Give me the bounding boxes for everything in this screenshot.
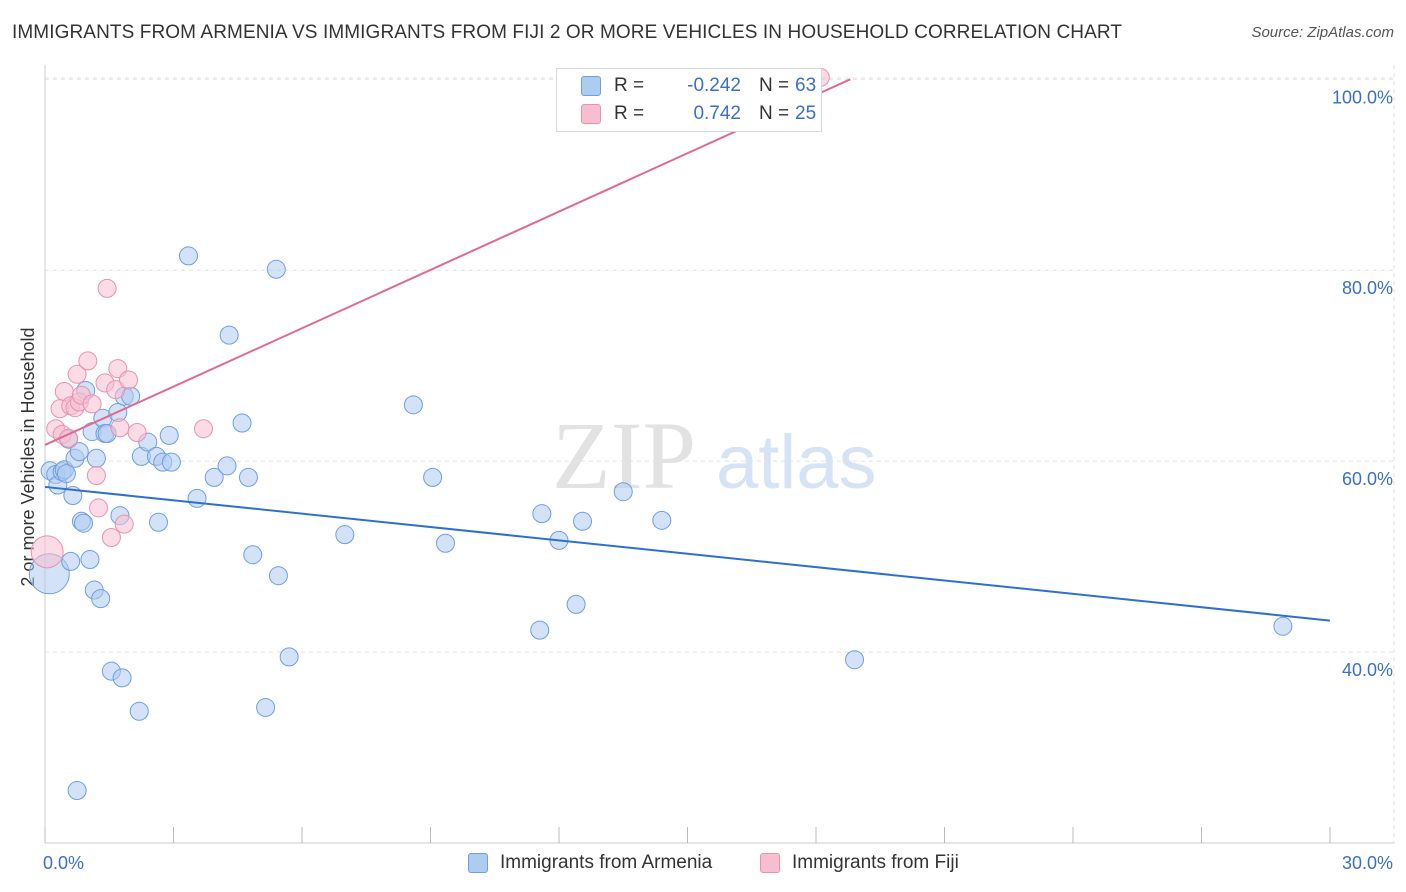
fiji-r-label: R = (614, 103, 645, 124)
armenia-r-label: R = (614, 75, 645, 96)
armenia-point-60 (652, 510, 672, 530)
armenia-point-19 (86, 448, 106, 468)
armenia-point-20 (91, 589, 111, 609)
fiji-point-13 (86, 465, 106, 485)
bottom-fiji-label: Immigrants from Fiji (792, 852, 959, 873)
bottom-armenia-swatch (468, 853, 488, 873)
armenia-point-39 (187, 488, 207, 508)
fiji-r-value: 0.742 (693, 103, 741, 124)
fiji-point-11 (78, 351, 98, 371)
armenia-point-58 (573, 511, 593, 531)
chart-title: IMMIGRANTS FROM ARMENIA VS IMMIGRANTS FR… (12, 22, 1123, 43)
armenia-point-6 (56, 464, 76, 484)
armenia-point-50 (335, 525, 355, 545)
armenia-point-28 (112, 668, 132, 688)
fiji-n-value: 25 (795, 103, 817, 124)
armenia-point-40 (204, 467, 224, 487)
armenia-point-48 (268, 566, 288, 586)
armenia-point-55 (532, 504, 552, 524)
armenia-point-16 (80, 549, 100, 569)
fiji-point-14 (89, 498, 109, 518)
armenia-point-53 (435, 533, 455, 553)
armenia-point-47 (266, 259, 286, 279)
armenia-point-44 (238, 467, 258, 487)
y-tick-label-40: 40.0% (1342, 660, 1393, 680)
armenia-n-value: 63 (795, 75, 817, 96)
fiji-point-18 (106, 380, 126, 400)
armenia-point-41 (217, 456, 237, 476)
y-tick-label-80: 80.0% (1342, 278, 1393, 298)
fiji-point-16 (97, 278, 117, 298)
fiji-n-label: N = (759, 103, 790, 124)
series-armenia-points (28, 246, 1293, 800)
armenia-point-30 (129, 701, 149, 721)
armenia-point-43 (232, 413, 252, 433)
armenia-point-52 (423, 467, 443, 487)
y-tick-label-100: 100.0% (1332, 87, 1393, 107)
armenia-trend-line (44, 485, 1331, 622)
armenia-r-value: -0.242 (687, 75, 741, 96)
source-credit: Source: ZipAtlas.com (1251, 24, 1394, 41)
armenia-point-46 (256, 697, 276, 717)
armenia-point-57 (566, 594, 586, 614)
fiji-point-23 (127, 423, 147, 443)
bottom-fiji-swatch (760, 853, 780, 873)
armenia-swatch (581, 76, 601, 96)
armenia-point-38 (178, 246, 198, 266)
watermark-atlas: atlas (716, 420, 877, 505)
fiji-point-0 (30, 535, 64, 569)
armenia-point-12 (69, 442, 89, 462)
armenia-point-51 (403, 395, 423, 415)
armenia-point-36 (161, 452, 181, 472)
armenia-point-59 (613, 482, 633, 502)
armenia-point-14 (74, 513, 94, 533)
armenia-point-54 (530, 620, 550, 640)
fiji-point-8 (67, 364, 87, 384)
fiji-swatch (581, 104, 601, 124)
fiji-point-24 (193, 419, 213, 439)
fiji-trend-line (44, 78, 851, 446)
bottom-armenia-label: Immigrants from Armenia (500, 852, 713, 873)
y-tick-labels: 40.0% 60.0% 80.0% 100.0% (1332, 87, 1393, 680)
armenia-point-49 (279, 647, 299, 667)
armenia-point-11 (67, 780, 87, 800)
axes (44, 65, 1394, 844)
y-tick-label-60: 60.0% (1342, 469, 1393, 489)
fiji-point-17 (101, 528, 121, 548)
armenia-n-label: N = (759, 75, 790, 96)
armenia-point-34 (149, 512, 169, 532)
x-tick-labels: 0.0% 30.0% (43, 853, 1393, 873)
armenia-point-8 (61, 551, 81, 571)
armenia-point-42 (219, 325, 239, 345)
x-tick-label-0: 0.0% (43, 853, 84, 873)
fiji-point-22 (119, 370, 139, 390)
armenia-point-61 (845, 650, 865, 670)
armenia-point-45 (243, 545, 263, 565)
y-axis-label: 2 or more Vehicles in Household (18, 327, 38, 586)
trend-lines (44, 78, 1331, 622)
armenia-point-62 (1273, 616, 1293, 636)
correlation-legend: R = -0.242 N = 63 R = 0.742 N = 25 (556, 68, 822, 132)
fiji-point-12 (82, 394, 102, 414)
armenia-point-37 (159, 425, 179, 445)
fiji-point-21 (114, 514, 134, 534)
watermark: ZIP atlas (552, 402, 877, 509)
fiji-point-20 (110, 418, 130, 438)
x-tick-label-30: 30.0% (1342, 853, 1393, 873)
